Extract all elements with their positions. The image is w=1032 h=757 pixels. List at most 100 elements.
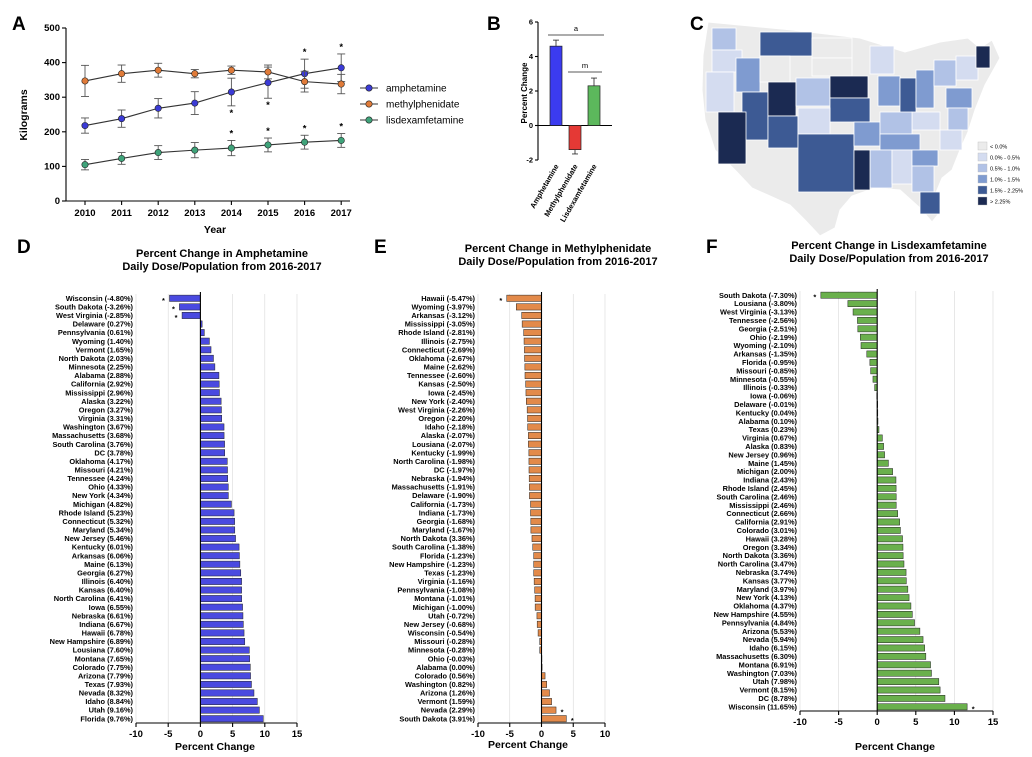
panel-a-legend-marker bbox=[365, 116, 373, 124]
panel-a-label: A bbox=[12, 14, 26, 35]
panel-e-xlabel: Percent Change bbox=[488, 739, 568, 751]
panel-f-category-label: Indiana (2.43%) bbox=[743, 476, 797, 485]
panel-f-bar bbox=[876, 535, 903, 543]
panel-d-category-label: Maine (6.13%) bbox=[84, 560, 133, 569]
panel-e-category-label: Wisconsin (-0.54%) bbox=[408, 629, 476, 638]
panel-d-bar bbox=[200, 706, 260, 714]
panel-e-category-label: California (-1.73%) bbox=[411, 500, 476, 509]
panel-e-category-label: Virginia (-1.16%) bbox=[418, 577, 476, 586]
panel-d-bar bbox=[200, 672, 251, 680]
panel-f-category-label: Mississippi (2.46%) bbox=[729, 501, 797, 510]
panel-e-category-label: Illinois (-2.75%) bbox=[421, 337, 475, 346]
panel-e-bar bbox=[534, 603, 542, 611]
panel-d-bar bbox=[200, 457, 228, 465]
panel-d-bar bbox=[200, 414, 222, 422]
panel-e-category-label: Kansas (-2.50%) bbox=[418, 380, 475, 389]
panel-a-point bbox=[118, 154, 126, 162]
panel-e-label: E bbox=[374, 237, 387, 258]
panel-e-category-label: North Carolina (-1.98%) bbox=[393, 457, 475, 466]
panel-f-bar bbox=[860, 342, 878, 349]
panel-e-bar bbox=[523, 337, 542, 345]
panel-f-category-label: Hawaii (3.28%) bbox=[746, 534, 798, 543]
panel-f-bar-chart: F Percent Change in Lisdexamfetamine Dai… bbox=[706, 237, 999, 753]
panel-f-category-label: North Dakota (3.36%) bbox=[723, 551, 798, 560]
panel-e-category-label: Mississippi (-3.05%) bbox=[405, 320, 476, 329]
panel-b-ytick-label: 4 bbox=[529, 52, 534, 61]
panel-f-title-line1: Percent Change in Lisdexamfetamine bbox=[791, 240, 987, 252]
panel-d-significance-star: * bbox=[162, 296, 165, 305]
panel-f-bar bbox=[876, 518, 900, 526]
panel-a-significance-star: * bbox=[266, 100, 270, 111]
panel-b-ytick-label: 6 bbox=[529, 18, 533, 27]
panel-d-xtick-label: 10 bbox=[260, 729, 271, 740]
panel-d-category-label: South Dakota (-3.26%) bbox=[55, 302, 134, 311]
panel-a-significance-star: * bbox=[339, 42, 343, 53]
panel-f-bar bbox=[876, 476, 897, 484]
panel-a-point bbox=[154, 104, 162, 112]
panel-f-bar bbox=[876, 459, 889, 467]
panel-f-category-label: North Carolina (3.47%) bbox=[718, 560, 798, 569]
panel-e-xtick-label: 0 bbox=[539, 729, 544, 740]
panel-d-category-label: New Jersey (5.46%) bbox=[64, 534, 133, 543]
panel-f-significance-star: * bbox=[972, 704, 975, 713]
panel-d-category-label: Mississippi (2.96%) bbox=[65, 388, 133, 397]
panel-e-category-label: Lousiana (-2.07%) bbox=[412, 440, 475, 449]
map-state-region bbox=[829, 97, 871, 123]
panel-a-point bbox=[191, 99, 199, 107]
panel-d-bar bbox=[200, 595, 242, 603]
map-state-region bbox=[911, 165, 935, 193]
panel-d-xlabel: Percent Change bbox=[175, 741, 255, 753]
map-legend-swatch bbox=[977, 196, 988, 206]
panel-e-significance-star: * bbox=[499, 296, 502, 305]
panel-d-category-label: North Dakota (2.03%) bbox=[59, 354, 134, 363]
panel-d-bar bbox=[200, 612, 244, 620]
map-legend-swatch bbox=[977, 141, 988, 151]
panel-f-category-label: Arkansas (-1.35%) bbox=[733, 350, 797, 359]
panel-a-point bbox=[227, 144, 235, 152]
map-legend-swatch bbox=[977, 152, 988, 162]
panel-e-category-label: Connecticut (-2.69%) bbox=[402, 345, 476, 354]
panel-f-category-label: Florida (-0.95%) bbox=[742, 358, 798, 367]
panel-f-bar bbox=[876, 543, 904, 551]
panel-d-category-label: Indiana (6.67%) bbox=[79, 620, 133, 629]
map-state-region bbox=[911, 111, 941, 131]
panel-d-category-label: Missouri (4.21%) bbox=[75, 465, 134, 474]
panel-d-bar bbox=[200, 380, 220, 388]
panel-d-bar bbox=[200, 449, 225, 457]
panel-d-category-label: Tennessee (4.24%) bbox=[67, 474, 133, 483]
panel-f-xtick-label: -10 bbox=[793, 717, 807, 728]
panel-a-point bbox=[81, 161, 89, 169]
map-state-region bbox=[767, 115, 799, 149]
map-state-region bbox=[869, 149, 893, 189]
panel-e-category-label: Minnesota (-0.28%) bbox=[408, 646, 475, 655]
panel-e-bar bbox=[533, 552, 542, 560]
panel-c-map: C < 0.0% 0.0% - 0.5% 0.5% - 1.0% 1.0% - 1.5… bbox=[690, 14, 1023, 237]
panel-d-bar bbox=[200, 492, 229, 500]
panel-e-category-label: Wyoming (-3.97%) bbox=[411, 302, 475, 311]
panel-a-point bbox=[154, 66, 162, 74]
map-legend-label: 1.5% - 2.25% bbox=[990, 189, 1023, 195]
panel-e-bar bbox=[541, 698, 552, 705]
panel-d-category-label: Georgia (6.27%) bbox=[77, 568, 133, 577]
panel-f-category-label: Kentucky (0.04%) bbox=[736, 408, 798, 417]
panel-f-category-label: Alabama (0.10%) bbox=[738, 417, 797, 426]
panel-d-bar bbox=[200, 560, 241, 568]
panel-f-category-label: Utah (7.98%) bbox=[753, 677, 798, 686]
panel-a-point bbox=[227, 88, 235, 96]
panel-d-category-label: Florida (9.76%) bbox=[80, 714, 133, 723]
panel-d-bar bbox=[200, 509, 235, 517]
panel-e-xtick-label: -5 bbox=[506, 729, 515, 740]
panel-d-category-label: Ohio (4.33%) bbox=[88, 483, 133, 492]
panel-f-bar bbox=[876, 703, 968, 711]
panel-b-sig-label: m bbox=[582, 61, 588, 70]
map-legend-label: 1.0% - 1.5% bbox=[990, 178, 1020, 184]
panel-e-category-label: Nevada (2.29%) bbox=[421, 706, 476, 715]
panel-a-point bbox=[81, 122, 89, 130]
panel-d-category-label: Maryland (5.34%) bbox=[73, 526, 134, 535]
map-state-region bbox=[919, 191, 941, 215]
panel-a-xtick-label: 2014 bbox=[221, 208, 243, 219]
panel-e-bar bbox=[524, 372, 542, 379]
panel-f-bar bbox=[876, 686, 941, 694]
panel-d-category-label: Lousiana (7.60%) bbox=[73, 646, 134, 655]
panel-d-category-label: North Carolina (6.41%) bbox=[54, 594, 134, 603]
